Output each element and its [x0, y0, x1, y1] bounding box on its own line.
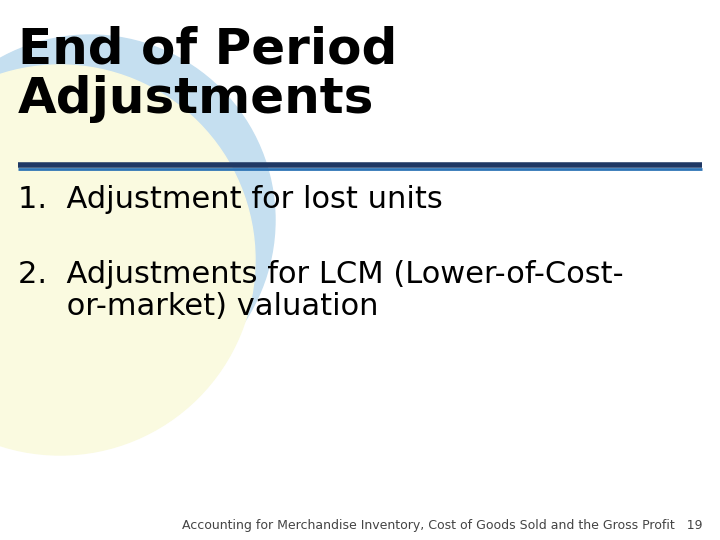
Text: 1.  Adjustment for lost units: 1. Adjustment for lost units — [18, 185, 443, 214]
Text: Accounting for Merchandise Inventory, Cost of Goods Sold and the Gross Profit   : Accounting for Merchandise Inventory, Co… — [181, 519, 702, 532]
Text: Adjustments: Adjustments — [18, 75, 374, 123]
Circle shape — [0, 35, 275, 405]
Text: 2.  Adjustments for LCM (Lower-of-Cost-: 2. Adjustments for LCM (Lower-of-Cost- — [18, 260, 624, 289]
Text: or-market) valuation: or-market) valuation — [18, 292, 379, 321]
Circle shape — [0, 65, 255, 455]
Text: End of Period: End of Period — [18, 25, 397, 73]
